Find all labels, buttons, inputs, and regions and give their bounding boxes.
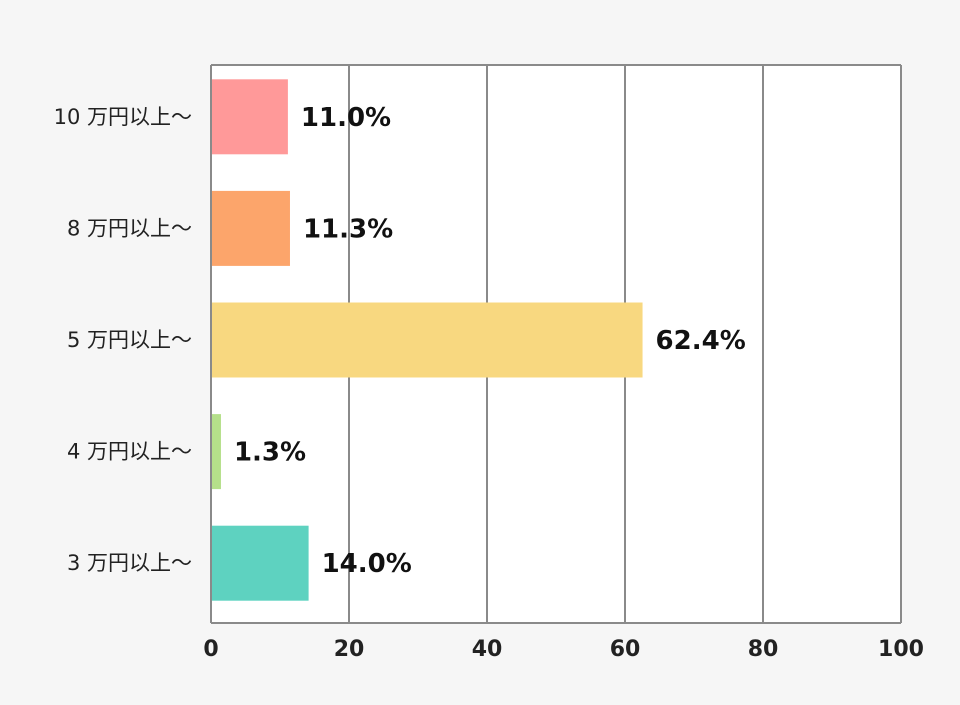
data-label-3: 1.3% xyxy=(234,438,306,468)
bar-2 xyxy=(212,302,643,378)
bar-0 xyxy=(212,79,288,155)
data-label-2: 62.4% xyxy=(656,326,746,356)
x-tick-label-80: 80 xyxy=(748,637,779,662)
category-label-3: 4 万円以上〜 xyxy=(67,440,192,464)
bar-3 xyxy=(212,414,221,490)
bar-1 xyxy=(212,190,290,266)
category-label-4: 3 万円以上〜 xyxy=(67,551,192,575)
category-label-1: 8 万円以上〜 xyxy=(67,216,192,240)
category-label-2: 5 万円以上〜 xyxy=(67,328,192,352)
x-tick-label-100: 100 xyxy=(878,637,924,662)
x-tick-label-60: 60 xyxy=(610,637,641,662)
x-tick-label-20: 20 xyxy=(334,637,365,662)
bar-4 xyxy=(212,525,309,601)
data-label-0: 11.0% xyxy=(301,103,391,133)
x-tick-label-40: 40 xyxy=(472,637,503,662)
x-tick-label-0: 0 xyxy=(203,637,218,662)
category-label-0: 10 万円以上〜 xyxy=(54,105,192,129)
data-label-4: 14.0% xyxy=(322,549,412,579)
data-label-1: 11.3% xyxy=(303,214,393,244)
